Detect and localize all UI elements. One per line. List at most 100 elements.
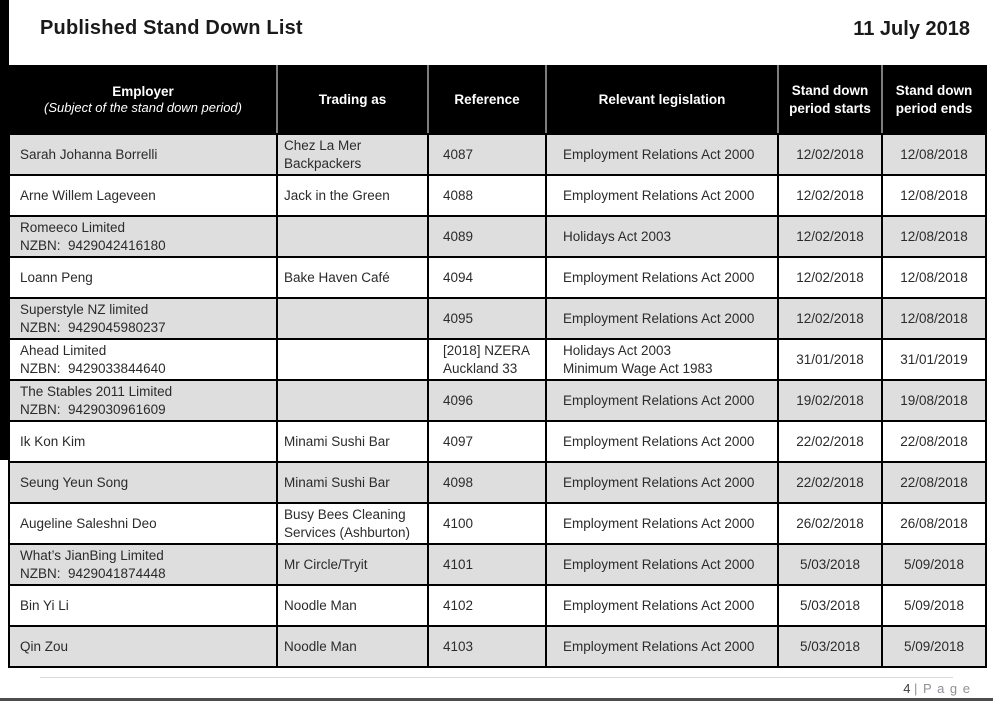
- employer-cell: Loann Peng: [8, 256, 278, 299]
- employer-name: Qin Zou: [20, 638, 69, 654]
- trading-as-cell: [276, 338, 429, 381]
- employer-name: Bin Yi Li: [20, 597, 69, 613]
- header-employer-title: Employer: [112, 83, 174, 99]
- employer-nzbn: NZBN: 9429033844640: [20, 360, 166, 376]
- period-ends-cell: 19/08/2018: [881, 379, 987, 422]
- reference-cell: 4103: [427, 625, 547, 668]
- employer-cell: What’s JianBing Limited NZBN: 9429041874…: [8, 543, 278, 586]
- employer-cell: The Stables 2011 Limited NZBN: 942903096…: [8, 379, 278, 422]
- reference-cell: 4095: [427, 297, 547, 340]
- trading-as-cell: Noodle Man: [276, 625, 429, 668]
- employer-nzbn: NZBN: 9429042416180: [20, 237, 166, 253]
- header-trading-as: Trading as: [276, 65, 429, 135]
- trading-as-cell: [276, 297, 429, 340]
- period-starts-cell: 5/03/2018: [777, 625, 883, 668]
- reference-cell: 4097: [427, 420, 547, 463]
- trading-as-cell: Minami Sushi Bar: [276, 420, 429, 463]
- legislation-cell: Employment Relations Act 2000: [545, 461, 779, 504]
- reference-cell: [2018] NZERA Auckland 33: [427, 338, 547, 381]
- header-period-ends: Stand down period ends: [881, 65, 987, 135]
- employer-cell: Romeeco Limited NZBN: 9429042416180: [8, 215, 278, 258]
- employer-nzbn: NZBN: 9429041874448: [20, 565, 166, 581]
- footer-rule: [40, 677, 953, 678]
- table-row: Romeeco Limited NZBN: 9429042416180 4089…: [8, 215, 987, 258]
- table-row: Bin Yi Li Noodle Man 4102 Employment Rel…: [8, 584, 987, 627]
- period-ends-cell: 12/08/2018: [881, 133, 987, 176]
- legislation-cell: Holidays Act 2003: [545, 215, 779, 258]
- employer-cell: Augeline Saleshni Deo: [8, 502, 278, 545]
- period-ends-cell: 12/08/2018: [881, 297, 987, 340]
- footer-page-number: 4: [903, 681, 911, 696]
- legislation-cell: Employment Relations Act 2000: [545, 297, 779, 340]
- trading-as-cell: [276, 379, 429, 422]
- legislation-cell: Employment Relations Act 2000: [545, 543, 779, 586]
- trading-as-cell: Noodle Man: [276, 584, 429, 627]
- trading-as-cell: Minami Sushi Bar: [276, 461, 429, 504]
- bottom-edge-line: [0, 698, 993, 701]
- employer-cell: Seung Yeun Song: [8, 461, 278, 504]
- employer-nzbn: NZBN: 9429030961609: [20, 401, 166, 417]
- table-row: Loann Peng Bake Haven Café 4094 Employme…: [8, 256, 987, 299]
- employer-name: Ik Kon Kim: [20, 433, 86, 449]
- trading-as-cell: [276, 215, 429, 258]
- employer-name: Seung Yeun Song: [20, 474, 129, 490]
- employer-name: Ahead Limited: [20, 343, 107, 359]
- period-starts-cell: 22/02/2018: [777, 461, 883, 504]
- employer-cell: Sarah Johanna Borrelli: [8, 133, 278, 176]
- header-period-starts: Stand down period starts: [777, 65, 883, 135]
- period-starts-cell: 12/02/2018: [777, 133, 883, 176]
- period-starts-cell: 12/02/2018: [777, 174, 883, 217]
- header-reference: Reference: [427, 65, 547, 135]
- page-title: Published Stand Down List: [40, 17, 303, 39]
- period-ends-cell: 22/08/2018: [881, 461, 987, 504]
- reference-cell: 4096: [427, 379, 547, 422]
- table-row: The Stables 2011 Limited NZBN: 942903096…: [8, 379, 987, 422]
- period-starts-cell: 12/02/2018: [777, 215, 883, 258]
- table-row: Augeline Saleshni Deo Busy Bees Cleaning…: [8, 502, 987, 545]
- employer-name: Arne Willem Lageveen: [20, 187, 156, 203]
- employer-cell: Ik Kon Kim: [8, 420, 278, 463]
- period-ends-cell: 12/08/2018: [881, 256, 987, 299]
- table-row: What’s JianBing Limited NZBN: 9429041874…: [8, 543, 987, 586]
- period-ends-cell: 26/08/2018: [881, 502, 987, 545]
- table-body: Sarah Johanna Borrelli Chez La Mer Backp…: [8, 133, 987, 668]
- table-row: Ik Kon Kim Minami Sushi Bar 4097 Employm…: [8, 420, 987, 463]
- reference-cell: 4101: [427, 543, 547, 586]
- legislation-cell: Employment Relations Act 2000: [545, 174, 779, 217]
- reference-cell: 4098: [427, 461, 547, 504]
- period-ends-cell: 12/08/2018: [881, 174, 987, 217]
- header-legislation: Relevant legislation: [545, 65, 779, 135]
- period-ends-cell: 5/09/2018: [881, 584, 987, 627]
- employer-name: What’s JianBing Limited: [20, 548, 164, 564]
- table-header: Employer (Subject of the stand down peri…: [8, 65, 987, 135]
- period-starts-cell: 26/02/2018: [777, 502, 883, 545]
- legislation-cell: Holidays Act 2003 Minimum Wage Act 1983: [545, 338, 779, 381]
- legislation-cell: Employment Relations Act 2000: [545, 133, 779, 176]
- period-ends-cell: 5/09/2018: [881, 625, 987, 668]
- employer-cell: Arne Willem Lageveen: [8, 174, 278, 217]
- table-row: Sarah Johanna Borrelli Chez La Mer Backp…: [8, 133, 987, 176]
- employer-cell: Bin Yi Li: [8, 584, 278, 627]
- employer-cell: Qin Zou: [8, 625, 278, 668]
- header-employer-subtitle: (Subject of the stand down period): [43, 100, 242, 116]
- employer-name: Augeline Saleshni Deo: [20, 515, 157, 531]
- table-row: Qin Zou Noodle Man 4103 Employment Relat…: [8, 625, 987, 668]
- trading-as-cell: Chez La Mer Backpackers: [276, 133, 429, 176]
- footer-page-label: | P a g e: [914, 681, 971, 696]
- trading-as-cell: Jack in the Green: [276, 174, 429, 217]
- legislation-cell: Employment Relations Act 2000: [545, 502, 779, 545]
- legislation-cell: Employment Relations Act 2000: [545, 625, 779, 668]
- employer-name: Sarah Johanna Borrelli: [20, 146, 158, 162]
- legislation-cell: Employment Relations Act 2000: [545, 420, 779, 463]
- page-date: 11 July 2018: [853, 18, 970, 40]
- period-ends-cell: 22/08/2018: [881, 420, 987, 463]
- legislation-cell: Employment Relations Act 2000: [545, 256, 779, 299]
- reference-cell: 4100: [427, 502, 547, 545]
- period-ends-cell: 12/08/2018: [881, 215, 987, 258]
- period-starts-cell: 22/02/2018: [777, 420, 883, 463]
- table-header-row: Employer (Subject of the stand down peri…: [8, 65, 987, 135]
- period-starts-cell: 5/03/2018: [777, 543, 883, 586]
- employer-cell: Superstyle NZ limited NZBN: 942904598023…: [8, 297, 278, 340]
- left-edge-bar: [0, 0, 9, 460]
- page-footer: 4 | P a g e: [903, 681, 971, 696]
